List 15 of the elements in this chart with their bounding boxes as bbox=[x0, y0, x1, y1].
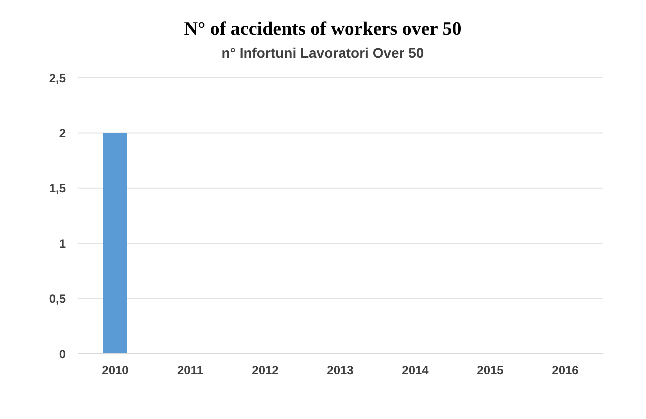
y-tick-label: 1,5 bbox=[49, 182, 66, 196]
x-tick-label: 2015 bbox=[477, 364, 504, 378]
y-tick-label: 2,5 bbox=[49, 71, 66, 86]
x-tick-label: 2014 bbox=[402, 364, 430, 378]
x-tick-label: 2010 bbox=[102, 364, 130, 378]
y-tick-label: 1 bbox=[59, 236, 66, 251]
chart-subtitle: n° Infortuni Lavoratori Over 50 bbox=[220, 44, 426, 62]
x-tick-label: 2012 bbox=[252, 364, 280, 378]
y-tick-label: 0 bbox=[59, 347, 66, 362]
x-tick-label: 2013 bbox=[327, 364, 354, 378]
x-tick-label: 2011 bbox=[177, 364, 204, 378]
y-tick-label: 0,5 bbox=[49, 292, 66, 306]
chart-title: N° of accidents of workers over 50 bbox=[183, 19, 463, 41]
y-tick-label: 2 bbox=[59, 126, 66, 140]
x-tick-label: 2016 bbox=[552, 364, 580, 378]
